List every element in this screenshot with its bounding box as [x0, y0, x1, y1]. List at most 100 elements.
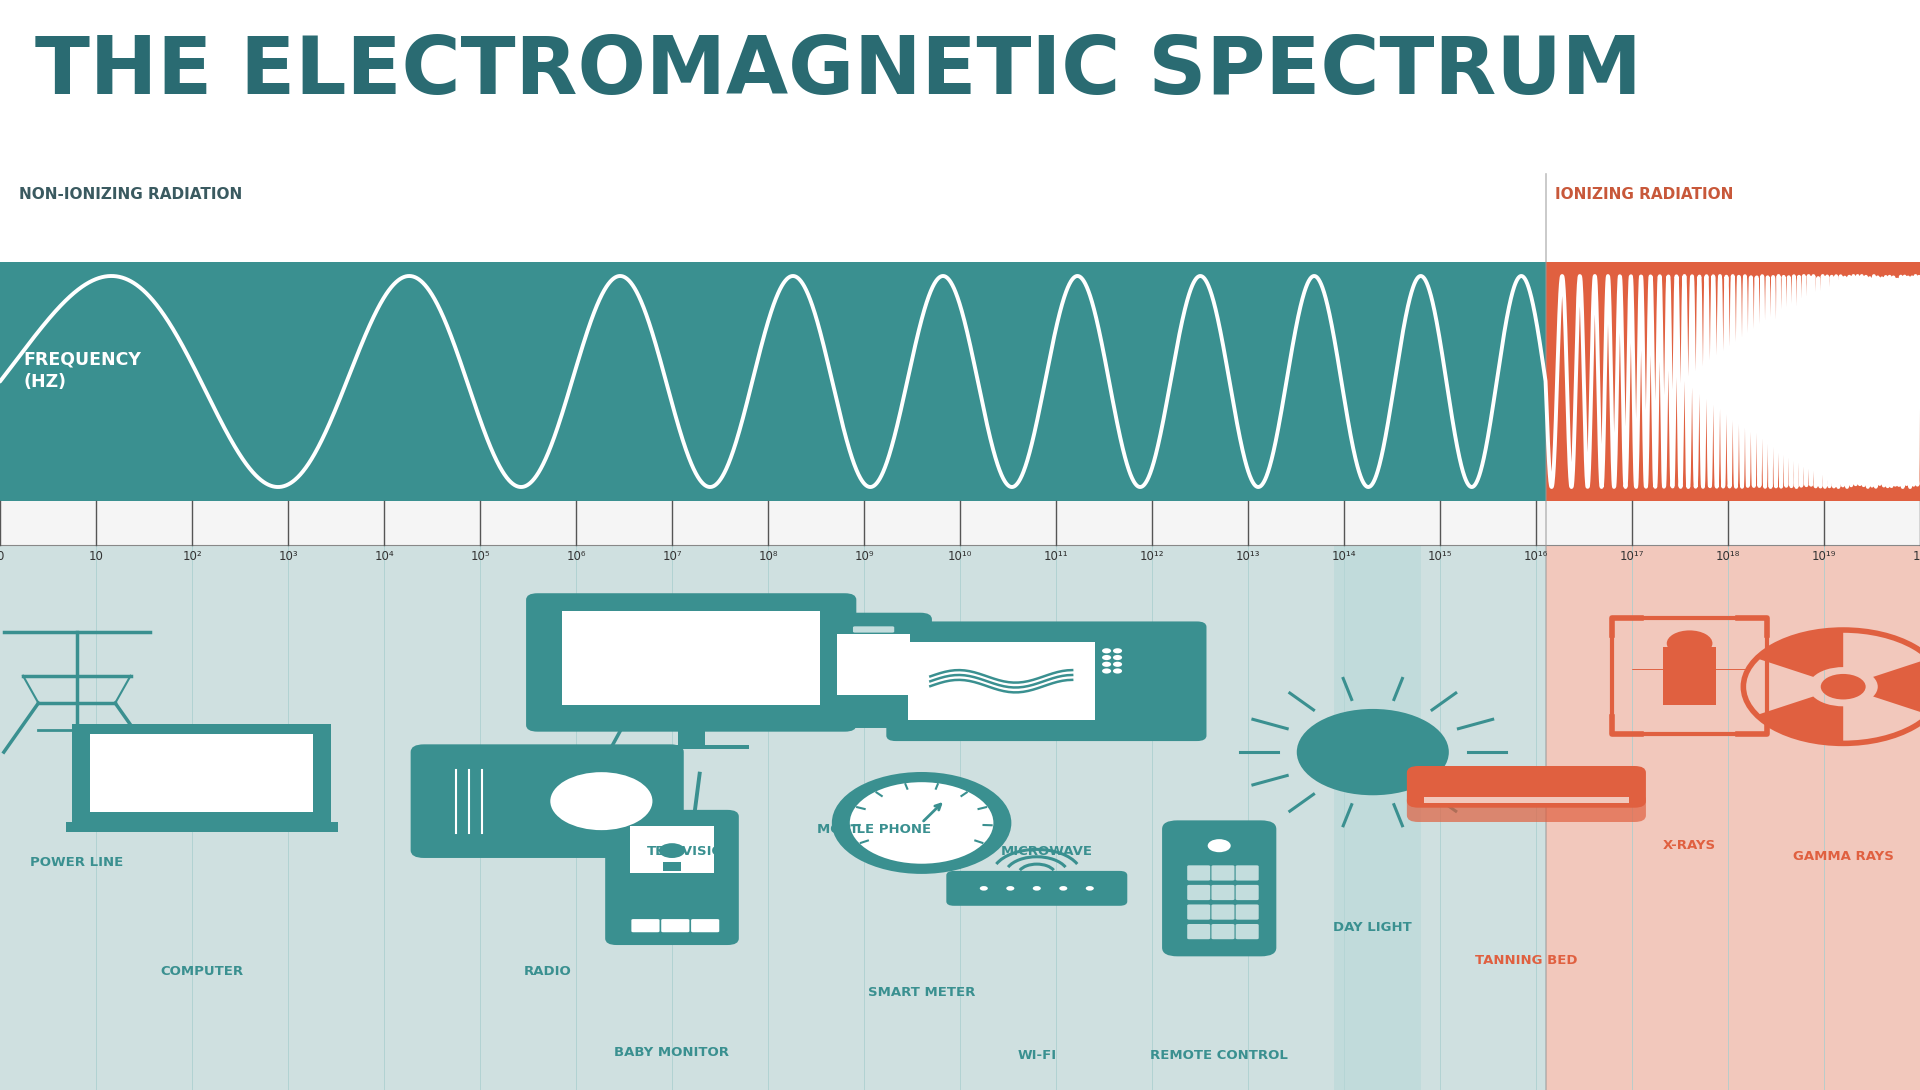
Circle shape	[1102, 662, 1112, 667]
Text: TANNING BED: TANNING BED	[1475, 954, 1578, 967]
Circle shape	[1820, 674, 1866, 700]
FancyBboxPatch shape	[1212, 865, 1235, 881]
FancyBboxPatch shape	[662, 862, 682, 871]
FancyBboxPatch shape	[1236, 905, 1260, 920]
FancyBboxPatch shape	[563, 611, 820, 705]
FancyBboxPatch shape	[605, 810, 739, 945]
FancyBboxPatch shape	[887, 621, 1206, 741]
Circle shape	[1033, 886, 1041, 891]
Wedge shape	[1757, 697, 1843, 743]
Text: DAY LIGHT: DAY LIGHT	[1332, 921, 1413, 934]
FancyBboxPatch shape	[90, 734, 313, 812]
Text: 10: 10	[88, 550, 104, 564]
FancyBboxPatch shape	[1212, 905, 1235, 920]
Circle shape	[1060, 886, 1068, 891]
FancyBboxPatch shape	[1236, 865, 1260, 881]
FancyBboxPatch shape	[1162, 821, 1277, 956]
FancyBboxPatch shape	[71, 724, 330, 822]
Text: 10¹²: 10¹²	[1140, 550, 1164, 564]
Circle shape	[1102, 655, 1112, 661]
Circle shape	[1114, 649, 1121, 653]
Circle shape	[979, 886, 989, 891]
FancyBboxPatch shape	[1187, 905, 1210, 920]
FancyBboxPatch shape	[1187, 924, 1210, 940]
Text: MOBILE PHONE: MOBILE PHONE	[816, 823, 931, 836]
Text: REMOTE CONTROL: REMOTE CONTROL	[1150, 1049, 1288, 1062]
Text: 10: 10	[1912, 550, 1920, 564]
Text: GAMMA RAYS: GAMMA RAYS	[1793, 850, 1893, 863]
Text: 10⁶: 10⁶	[566, 550, 586, 564]
FancyBboxPatch shape	[0, 262, 1546, 501]
Circle shape	[1667, 630, 1713, 656]
Circle shape	[1114, 662, 1121, 667]
FancyBboxPatch shape	[632, 919, 660, 932]
FancyBboxPatch shape	[1212, 885, 1235, 900]
FancyBboxPatch shape	[0, 501, 1920, 545]
Circle shape	[831, 772, 1012, 874]
FancyBboxPatch shape	[1425, 798, 1628, 802]
Circle shape	[1208, 839, 1231, 852]
Text: 10¹⁶: 10¹⁶	[1524, 550, 1548, 564]
FancyBboxPatch shape	[411, 744, 684, 858]
Text: 10¹⁰: 10¹⁰	[948, 550, 972, 564]
Circle shape	[1102, 668, 1112, 674]
FancyBboxPatch shape	[1334, 545, 1421, 1090]
Text: NON-IONIZING RADIATION: NON-IONIZING RADIATION	[19, 186, 242, 202]
Wedge shape	[1874, 658, 1920, 715]
Text: IONIZING RADIATION: IONIZING RADIATION	[1555, 186, 1734, 202]
FancyBboxPatch shape	[1236, 924, 1260, 940]
FancyBboxPatch shape	[634, 744, 749, 749]
FancyBboxPatch shape	[691, 919, 720, 932]
FancyBboxPatch shape	[1546, 262, 1920, 501]
Text: 0: 0	[0, 550, 4, 564]
FancyBboxPatch shape	[908, 642, 1094, 720]
FancyBboxPatch shape	[65, 822, 338, 832]
FancyBboxPatch shape	[526, 593, 856, 731]
Text: 10¹⁷: 10¹⁷	[1620, 550, 1644, 564]
FancyBboxPatch shape	[1212, 924, 1235, 940]
Circle shape	[851, 783, 993, 863]
Text: THE ELECTROMAGNETIC SPECTRUM: THE ELECTROMAGNETIC SPECTRUM	[35, 33, 1642, 111]
Text: 10¹³: 10¹³	[1236, 550, 1260, 564]
Text: 10⁵: 10⁵	[470, 550, 490, 564]
Circle shape	[1114, 668, 1121, 674]
FancyBboxPatch shape	[852, 627, 895, 632]
Text: COMPUTER: COMPUTER	[159, 965, 244, 978]
Text: 10¹⁵: 10¹⁵	[1428, 550, 1452, 564]
Text: 10¹⁴: 10¹⁴	[1332, 550, 1356, 564]
Circle shape	[1033, 872, 1041, 877]
Text: 10⁷: 10⁷	[662, 550, 682, 564]
FancyBboxPatch shape	[816, 613, 931, 728]
Text: WI-FI: WI-FI	[1018, 1049, 1056, 1062]
Circle shape	[1102, 649, 1112, 653]
Circle shape	[1296, 708, 1450, 796]
Text: BABY MONITOR: BABY MONITOR	[614, 1046, 730, 1059]
FancyBboxPatch shape	[1407, 766, 1645, 808]
FancyBboxPatch shape	[0, 545, 1546, 1090]
Text: 10⁸: 10⁸	[758, 550, 778, 564]
FancyBboxPatch shape	[1236, 885, 1260, 900]
Wedge shape	[1757, 630, 1843, 677]
Text: TELEVISION: TELEVISION	[647, 845, 735, 858]
Circle shape	[1087, 886, 1094, 891]
FancyBboxPatch shape	[660, 919, 689, 932]
Text: RADIO: RADIO	[524, 965, 570, 978]
Circle shape	[1006, 886, 1014, 891]
Text: 10³: 10³	[278, 550, 298, 564]
Text: 10¹¹: 10¹¹	[1044, 550, 1068, 564]
Text: 10¹⁸: 10¹⁸	[1716, 550, 1740, 564]
Text: X-RAYS: X-RAYS	[1663, 839, 1716, 852]
FancyBboxPatch shape	[1187, 885, 1210, 900]
FancyBboxPatch shape	[678, 725, 705, 744]
Text: 10⁴: 10⁴	[374, 550, 394, 564]
Text: 10²: 10²	[182, 550, 202, 564]
Text: FREQUENCY
(HZ): FREQUENCY (HZ)	[23, 351, 140, 390]
FancyBboxPatch shape	[837, 633, 910, 695]
FancyBboxPatch shape	[1407, 794, 1645, 822]
Circle shape	[659, 844, 685, 858]
Text: 10¹⁹: 10¹⁹	[1812, 550, 1836, 564]
FancyBboxPatch shape	[1546, 545, 1920, 1090]
Circle shape	[1114, 655, 1121, 661]
Circle shape	[551, 772, 653, 831]
Text: 10⁹: 10⁹	[854, 550, 874, 564]
